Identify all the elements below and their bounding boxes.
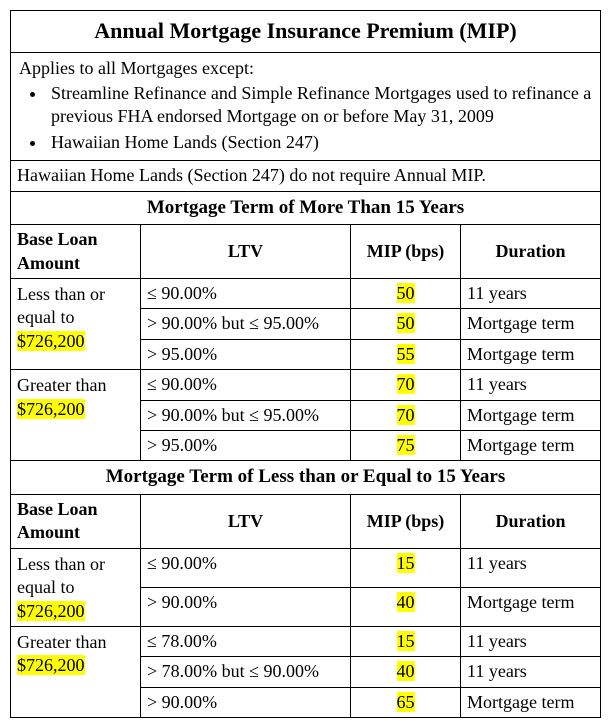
- ltv-cell: ≤ 90.00%: [141, 279, 351, 309]
- duration-cell: 11 years: [461, 657, 601, 687]
- section-header: Mortgage Term of Less than or Equal to 1…: [11, 461, 601, 495]
- col-header-mip: MIP (bps): [351, 495, 461, 549]
- loan-threshold: $726,200: [17, 655, 85, 675]
- duration-cell: 11 years: [461, 279, 601, 309]
- mip-value: 40: [397, 661, 415, 681]
- col-header-loan: Base Loan Amount: [11, 495, 141, 549]
- mip-value: 50: [397, 283, 415, 303]
- col-header-ltv: LTV: [141, 495, 351, 549]
- mip-value: 75: [397, 435, 415, 455]
- loan-amount-cell: Less than or equal to $726,200: [11, 548, 141, 626]
- mip-cell: 55: [351, 339, 461, 369]
- duration-cell: 11 years: [461, 370, 601, 400]
- duration-cell: Mortgage term: [461, 430, 601, 460]
- mip-cell: 70: [351, 400, 461, 430]
- exception-item: Streamline Refinance and Simple Refinanc…: [47, 82, 592, 129]
- mip-value: 40: [397, 592, 415, 612]
- applies-to-cell: Applies to all Mortgages except:Streamli…: [11, 52, 601, 161]
- exception-item: Hawaiian Home Lands (Section 247): [47, 131, 592, 154]
- mip-cell: 50: [351, 279, 461, 309]
- ltv-cell: > 95.00%: [141, 430, 351, 460]
- section-header: Mortgage Term of More Than 15 Years: [11, 191, 601, 225]
- col-header-ltv: LTV: [141, 225, 351, 279]
- mip-value: 15: [397, 631, 415, 651]
- applies-intro: Applies to all Mortgages except:: [19, 57, 592, 80]
- col-header-duration: Duration: [461, 495, 601, 549]
- mip-cell: 65: [351, 687, 461, 717]
- duration-cell: Mortgage term: [461, 309, 601, 339]
- ltv-cell: > 90.00%: [141, 687, 351, 717]
- duration-cell: Mortgage term: [461, 687, 601, 717]
- mip-table-container: Annual Mortgage Insurance Premium (MIP)A…: [10, 10, 600, 718]
- mip-table: Annual Mortgage Insurance Premium (MIP)A…: [10, 10, 601, 718]
- mip-cell: 40: [351, 657, 461, 687]
- col-header-mip: MIP (bps): [351, 225, 461, 279]
- duration-cell: Mortgage term: [461, 339, 601, 369]
- mip-value: 65: [397, 692, 415, 712]
- mip-cell: 75: [351, 430, 461, 460]
- mip-cell: 50: [351, 309, 461, 339]
- duration-cell: Mortgage term: [461, 587, 601, 626]
- hawaiian-note: Hawaiian Home Lands (Section 247) do not…: [11, 161, 601, 191]
- ltv-cell: ≤ 90.00%: [141, 548, 351, 587]
- ltv-cell: ≤ 90.00%: [141, 370, 351, 400]
- duration-cell: 11 years: [461, 627, 601, 657]
- table-title: Annual Mortgage Insurance Premium (MIP): [11, 11, 601, 53]
- col-header-loan: Base Loan Amount: [11, 225, 141, 279]
- ltv-cell: > 90.00%: [141, 587, 351, 626]
- mip-value: 70: [397, 374, 415, 394]
- ltv-cell: > 90.00% but ≤ 95.00%: [141, 400, 351, 430]
- mip-value: 15: [397, 553, 415, 573]
- loan-threshold: $726,200: [17, 601, 85, 621]
- loan-amount-cell: Less than or equal to $726,200: [11, 279, 141, 370]
- mip-cell: 15: [351, 627, 461, 657]
- duration-cell: Mortgage term: [461, 400, 601, 430]
- loan-threshold: $726,200: [17, 399, 85, 419]
- mip-value: 50: [397, 313, 415, 333]
- mip-cell: 15: [351, 548, 461, 587]
- mip-value: 70: [397, 405, 415, 425]
- loan-threshold: $726,200: [17, 331, 85, 351]
- mip-cell: 70: [351, 370, 461, 400]
- ltv-cell: > 95.00%: [141, 339, 351, 369]
- mip-value: 55: [397, 344, 415, 364]
- col-header-duration: Duration: [461, 225, 601, 279]
- exceptions-list: Streamline Refinance and Simple Refinanc…: [47, 82, 592, 154]
- ltv-cell: > 90.00% but ≤ 95.00%: [141, 309, 351, 339]
- duration-cell: 11 years: [461, 548, 601, 587]
- loan-amount-cell: Greater than $726,200: [11, 627, 141, 718]
- ltv-cell: > 78.00% but ≤ 90.00%: [141, 657, 351, 687]
- loan-amount-cell: Greater than $726,200: [11, 370, 141, 461]
- ltv-cell: ≤ 78.00%: [141, 627, 351, 657]
- mip-cell: 40: [351, 587, 461, 626]
